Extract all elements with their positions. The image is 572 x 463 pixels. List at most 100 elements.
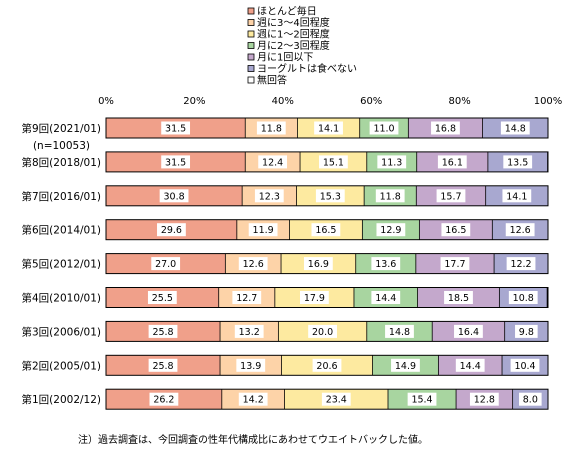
bar-outline — [105, 117, 549, 139]
data-label: 13.2 — [239, 327, 260, 338]
legend-label: 無回答 — [257, 74, 287, 87]
legend-label: 週に1～2回程度 — [257, 28, 330, 41]
data-label: 17.7 — [444, 259, 465, 270]
data-label: 11.8 — [380, 191, 401, 202]
data-label: 23.4 — [326, 395, 347, 406]
data-label: 26.2 — [153, 395, 174, 406]
data-label-bg — [308, 324, 337, 338]
data-label-bg — [391, 358, 420, 372]
data-label-bg — [232, 291, 262, 304]
data-label: 11.9 — [253, 225, 274, 236]
x-tick-label: 0% — [98, 96, 114, 107]
data-label-bg — [149, 392, 179, 406]
data-label: 25.8 — [152, 327, 173, 338]
data-label: 12.9 — [380, 225, 401, 236]
category-label: 第4回(2010/01) — [22, 292, 102, 305]
data-label-bg — [515, 324, 538, 338]
data-label: 27.0 — [155, 259, 176, 270]
x-tick-label: 80% — [448, 96, 470, 107]
data-label: 15.4 — [411, 395, 432, 406]
data-label-bg — [258, 155, 288, 169]
data-label-bg — [303, 257, 333, 271]
data-label-bg — [236, 358, 266, 372]
data-label: 16.1 — [442, 157, 463, 168]
data-label: 29.6 — [161, 225, 182, 236]
data-label: 12.6 — [510, 225, 531, 236]
data-label-bg — [311, 223, 341, 237]
legend-label: ヨーグルトは食べない — [257, 62, 357, 75]
bar-outline — [105, 185, 549, 207]
data-label: 25.5 — [152, 293, 173, 304]
data-label-bg — [437, 155, 467, 169]
data-label-bg — [161, 155, 191, 169]
data-label-bg — [469, 392, 499, 406]
data-label: 12.8 — [474, 395, 495, 406]
data-label-bg — [503, 155, 533, 169]
data-label: 9.8 — [519, 327, 534, 338]
legend-label: 月に2～3回程度 — [257, 39, 330, 52]
legend-swatch — [247, 65, 255, 72]
category-label: 第5回(2012/01) — [22, 258, 102, 271]
data-label-bg — [234, 324, 264, 338]
data-label: 10.8 — [513, 293, 534, 304]
data-label: 30.8 — [163, 191, 184, 202]
data-label-bg — [506, 257, 536, 271]
legend-label: ほとんど毎日 — [257, 5, 317, 18]
data-label: 12.7 — [236, 293, 257, 304]
data-label: 15.7 — [440, 191, 461, 202]
category-label: 第3回(2006/01) — [22, 325, 102, 338]
data-label-bg — [455, 358, 485, 372]
data-label: 8.0 — [523, 395, 538, 406]
data-label-bg — [431, 121, 460, 135]
data-label-bg — [385, 324, 414, 338]
data-label-bg — [407, 392, 437, 406]
data-label: 16.9 — [308, 259, 329, 270]
data-label: 14.9 — [395, 361, 416, 372]
data-label-bg — [157, 223, 186, 237]
bar-outline — [105, 354, 549, 376]
data-label-bg — [254, 189, 284, 203]
legend-label: 週に3～4回程度 — [257, 16, 330, 29]
x-tick-label: 40% — [272, 96, 294, 107]
data-label: 16.4 — [458, 327, 479, 338]
data-label: 16.5 — [445, 225, 466, 236]
data-label: 20.6 — [316, 361, 337, 372]
data-label-bg — [321, 392, 351, 406]
data-label-bg — [371, 257, 401, 271]
data-label-bg — [519, 392, 542, 406]
data-label: 13.9 — [240, 361, 261, 372]
data-label-bg — [369, 121, 399, 135]
data-label-bg — [441, 223, 471, 237]
data-label-bg — [161, 121, 191, 135]
data-label-bg — [319, 155, 348, 169]
category-label: 第2回(2005/01) — [22, 359, 102, 372]
bar-outline — [105, 253, 549, 275]
legend-swatch — [247, 53, 255, 61]
data-label: 13.5 — [507, 157, 528, 168]
data-label-bg — [436, 189, 466, 203]
data-label-bg — [300, 291, 329, 304]
data-label: 14.1 — [506, 191, 527, 202]
data-label: 20.0 — [312, 327, 333, 338]
legend-swatch — [247, 19, 255, 26]
data-label: 17.9 — [304, 293, 325, 304]
data-label-bg — [375, 189, 405, 203]
data-label-bg — [444, 291, 473, 304]
data-label: 11.0 — [373, 124, 394, 135]
data-label: 31.5 — [165, 157, 186, 168]
data-label-bg — [151, 257, 181, 271]
bar-outline — [105, 219, 549, 241]
data-label: 12.3 — [259, 191, 280, 202]
data-label-bg — [508, 291, 538, 304]
data-label: 14.1 — [318, 124, 339, 135]
data-label-bg — [238, 257, 268, 271]
data-label: 13.6 — [375, 259, 396, 270]
data-label: 10.4 — [514, 361, 535, 372]
data-label: 14.4 — [375, 293, 396, 304]
data-label: 14.8 — [505, 124, 526, 135]
data-label-bg — [505, 223, 535, 237]
data-label: 18.5 — [448, 293, 469, 304]
data-label-bg — [502, 189, 532, 203]
data-label: 16.8 — [435, 124, 456, 135]
data-label-bg — [238, 392, 268, 406]
